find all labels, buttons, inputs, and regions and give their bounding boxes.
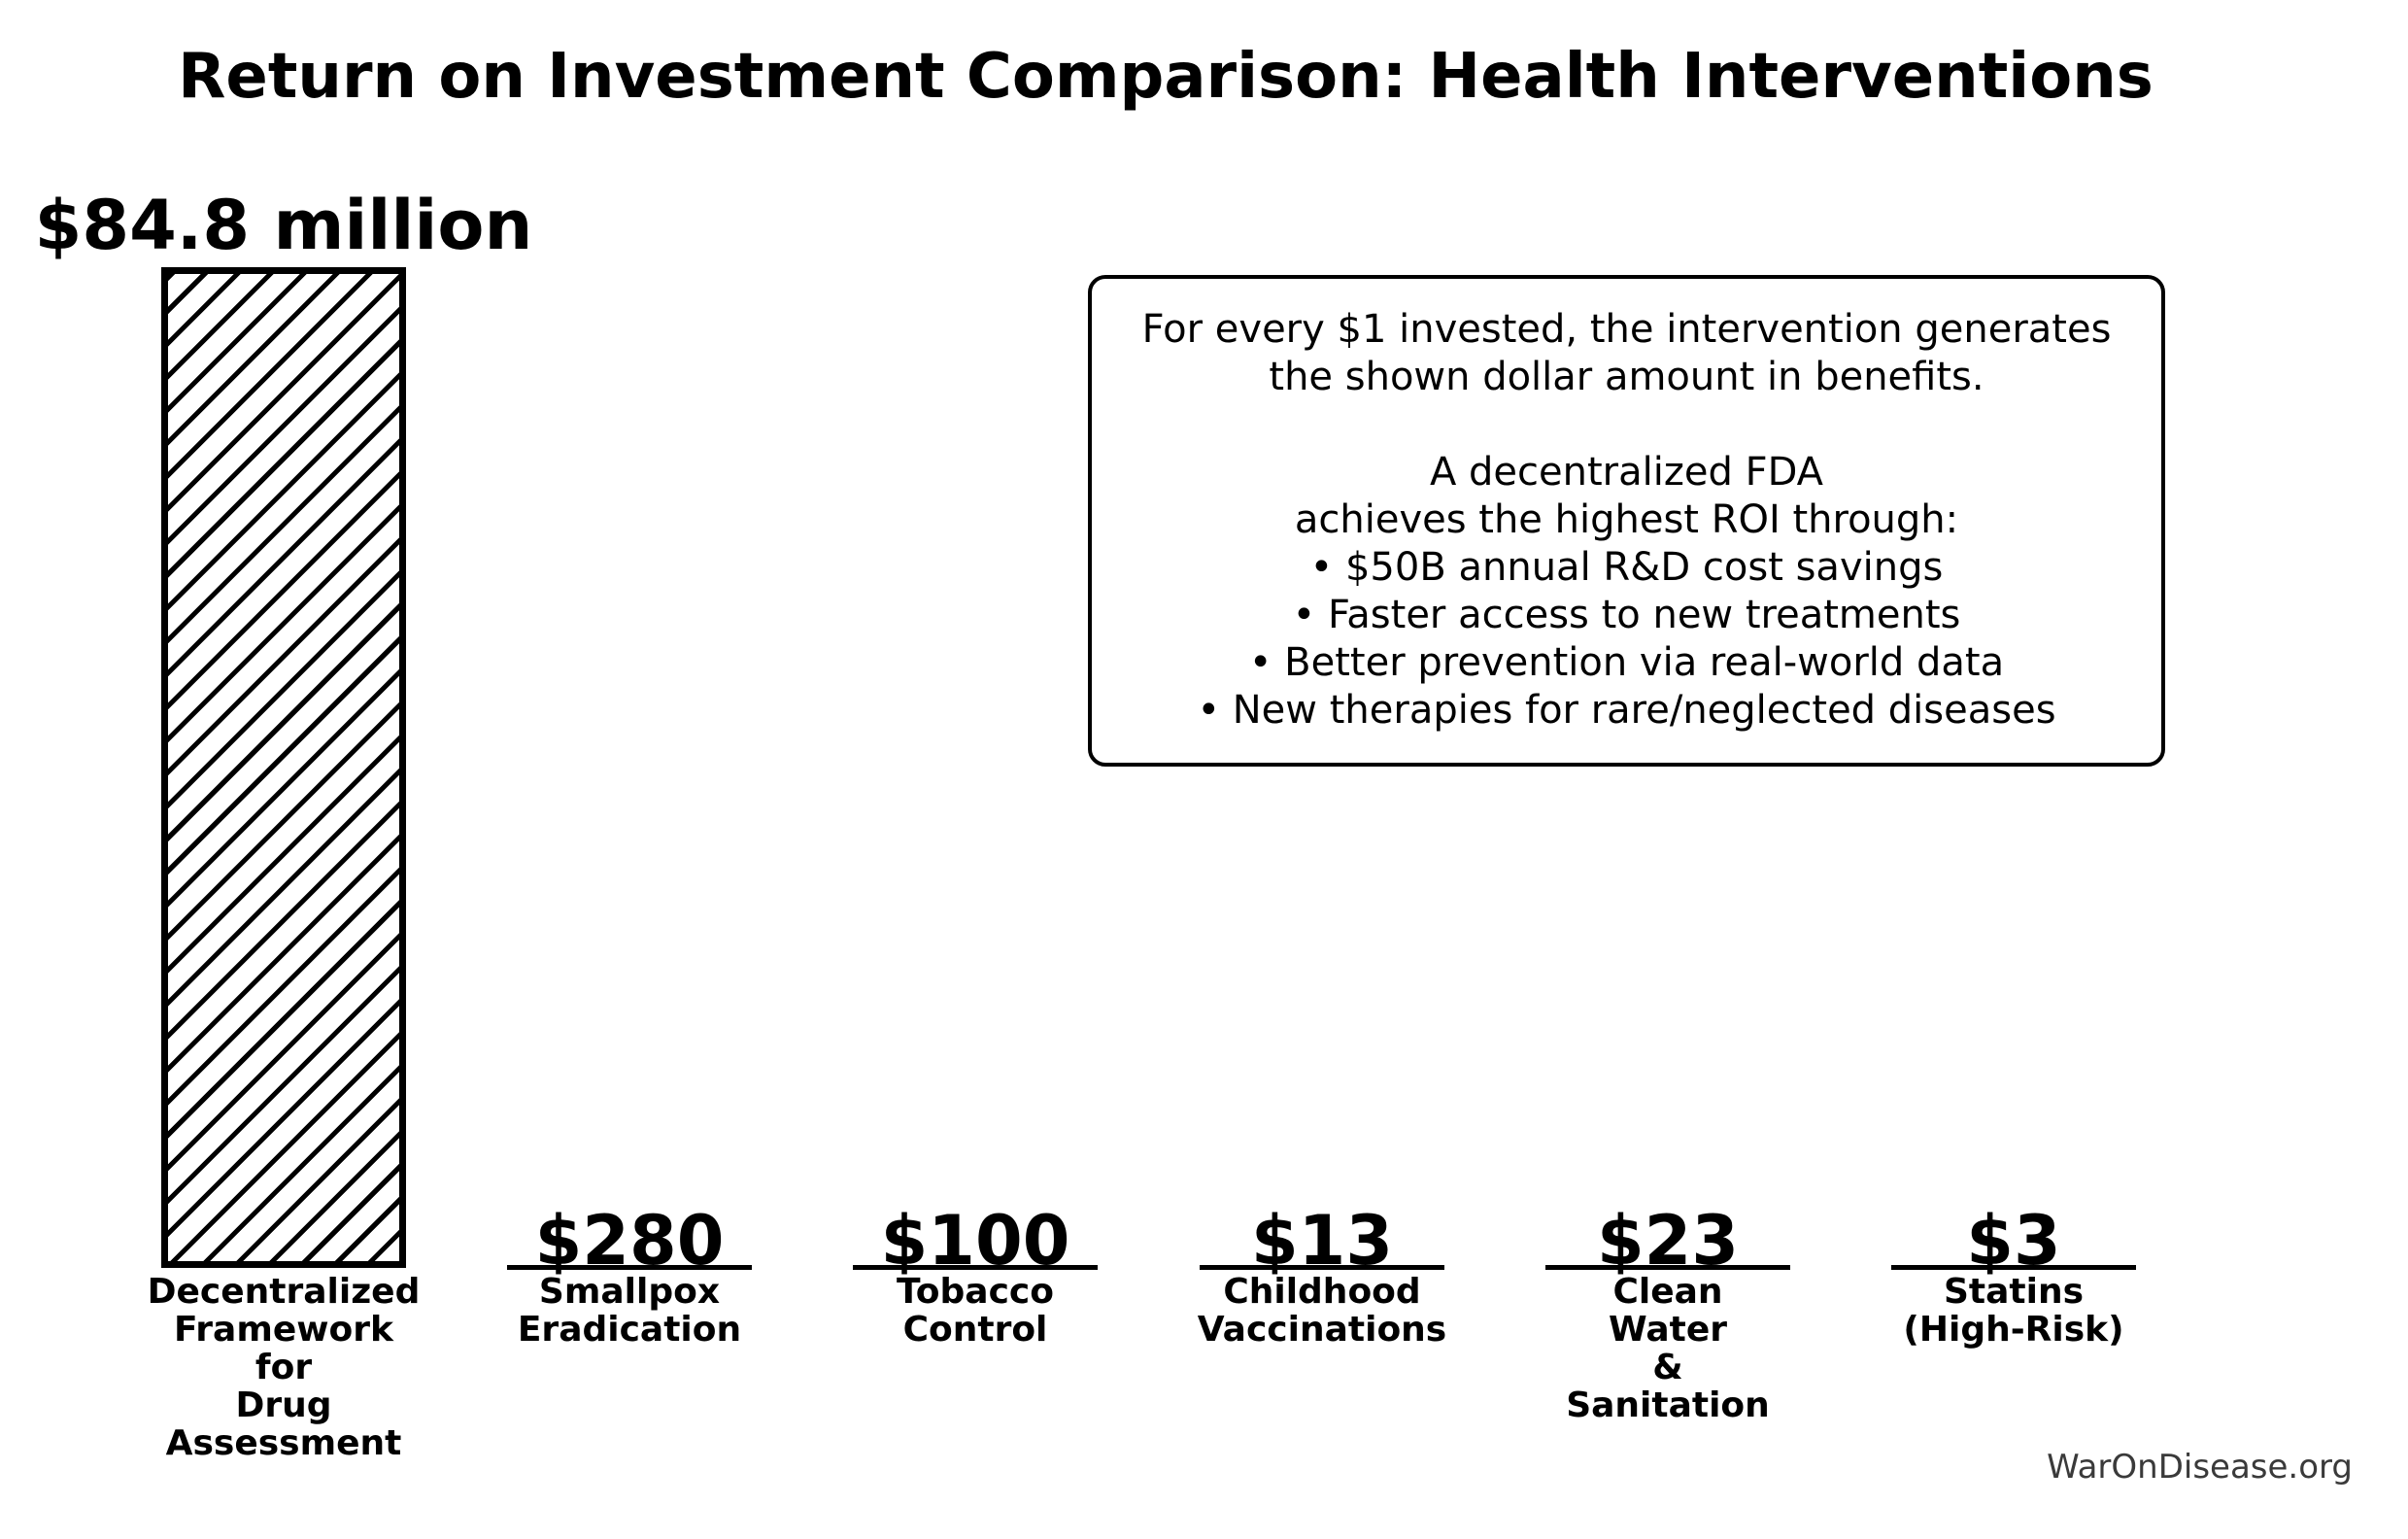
value-label-2: $100 (880, 1201, 1070, 1281)
annotation-line: • New therapies for rare/neglected disea… (1197, 688, 2056, 733)
value-label-5: $3 (1966, 1201, 2061, 1281)
annotation-line: A decentralized FDA (1429, 450, 1824, 495)
bar-4 (1545, 1265, 1790, 1270)
chart-title: Return on Investment Comparison: Health … (178, 41, 2154, 113)
annotation-line: achieves the highest ROI through: (1294, 497, 1959, 542)
annotation-line: • Better prevention via real-world data (1248, 640, 2005, 685)
value-label-3: $13 (1250, 1201, 1394, 1281)
watermark: WarOnDisease.org (2047, 1448, 2353, 1487)
value-label-4: $23 (1596, 1201, 1740, 1281)
category-label-4: Clean Water & Sanitation (1566, 1272, 1770, 1425)
value-label-0: $84.8 million (34, 186, 533, 265)
bar-1 (507, 1265, 752, 1270)
category-label-5: Statins (High-Risk) (1903, 1272, 2124, 1350)
bar-5 (1891, 1265, 2136, 1270)
bar-2 (853, 1265, 1098, 1270)
value-label-1: $280 (534, 1201, 725, 1281)
category-label-0: Decentralized Framework for Drug Assessm… (147, 1272, 421, 1463)
bar-3 (1200, 1265, 1444, 1270)
category-label-2: Tobacco Control (897, 1272, 1054, 1350)
annotation-line: For every $1 invested, the intervention … (1141, 307, 2112, 352)
annotation-line: the shown dollar amount in benefits. (1269, 355, 1984, 399)
annotation-box: For every $1 invested, the intervention … (1088, 275, 2165, 767)
bar-0 (161, 267, 406, 1268)
annotation-line (1105, 401, 2148, 449)
category-label-1: Smallpox Eradication (517, 1272, 742, 1350)
category-label-3: Childhood Vaccinations (1197, 1272, 1447, 1350)
annotation-line: • Faster access to new treatments (1292, 593, 1961, 637)
annotation-line: • $50B annual R&D cost savings (1309, 545, 1944, 590)
